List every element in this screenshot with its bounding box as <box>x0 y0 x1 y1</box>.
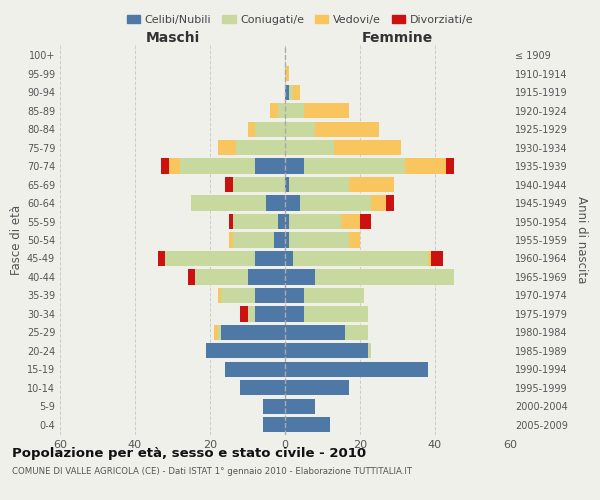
Bar <box>236 140 285 155</box>
Bar <box>214 325 218 340</box>
Bar <box>248 306 255 322</box>
Bar <box>240 306 248 322</box>
Bar <box>300 196 371 210</box>
Bar <box>367 344 371 358</box>
Text: Femmine: Femmine <box>362 31 433 45</box>
Bar <box>293 251 427 266</box>
Bar <box>285 399 315 414</box>
Bar <box>218 288 221 303</box>
Bar <box>304 288 364 303</box>
Bar <box>218 140 236 155</box>
Bar <box>341 214 360 229</box>
Bar <box>285 158 304 174</box>
Bar <box>285 84 289 100</box>
Bar <box>285 325 345 340</box>
Text: COMUNE DI VALLE AGRICOLA (CE) - Dati ISTAT 1° gennaio 2010 - Elaborazione TUTTIT: COMUNE DI VALLE AGRICOLA (CE) - Dati IST… <box>12 468 412 476</box>
Bar <box>225 362 285 377</box>
Bar <box>255 122 285 136</box>
Bar <box>255 306 285 322</box>
Y-axis label: Anni di nascita: Anni di nascita <box>575 196 587 284</box>
Bar <box>289 214 341 229</box>
Bar <box>195 270 248 284</box>
Bar <box>221 325 285 340</box>
Bar <box>289 177 349 192</box>
Bar <box>304 306 367 322</box>
Bar <box>263 418 285 432</box>
Bar <box>285 66 289 81</box>
Bar <box>255 288 285 303</box>
Bar <box>161 158 169 174</box>
Bar <box>233 232 274 248</box>
Bar <box>277 214 285 229</box>
Bar <box>349 177 394 192</box>
Bar <box>285 362 427 377</box>
Bar <box>263 399 285 414</box>
Bar <box>187 270 195 284</box>
Bar <box>285 103 304 118</box>
Bar <box>285 251 293 266</box>
Bar <box>386 196 394 210</box>
Bar <box>229 214 233 229</box>
Bar <box>285 214 289 229</box>
Bar <box>334 140 401 155</box>
Bar <box>285 232 289 248</box>
Bar <box>289 84 293 100</box>
Bar <box>218 325 221 340</box>
Bar <box>225 177 233 192</box>
Bar <box>233 177 285 192</box>
Bar <box>304 103 349 118</box>
Bar <box>285 344 367 358</box>
Bar <box>285 306 304 322</box>
Bar <box>248 122 255 136</box>
Bar <box>360 214 371 229</box>
Bar <box>315 270 454 284</box>
Bar <box>315 122 379 136</box>
Bar <box>285 122 315 136</box>
Bar <box>293 84 300 100</box>
Bar <box>229 232 233 248</box>
Text: Maschi: Maschi <box>145 31 200 45</box>
Bar <box>255 158 285 174</box>
Bar <box>285 140 334 155</box>
Bar <box>180 158 255 174</box>
Bar <box>248 270 285 284</box>
Bar <box>446 158 454 174</box>
Bar <box>255 251 285 266</box>
Bar <box>345 325 367 340</box>
Bar <box>165 251 255 266</box>
Bar <box>191 196 266 210</box>
Bar <box>206 344 285 358</box>
Bar <box>157 251 165 266</box>
Bar <box>304 158 405 174</box>
Bar <box>285 380 349 396</box>
Bar <box>431 251 443 266</box>
Bar <box>285 288 304 303</box>
Bar <box>169 158 180 174</box>
Bar <box>233 214 277 229</box>
Bar <box>371 196 386 210</box>
Bar <box>277 103 285 118</box>
Bar <box>221 288 255 303</box>
Bar <box>427 251 431 266</box>
Bar <box>270 103 277 118</box>
Bar <box>266 196 285 210</box>
Y-axis label: Fasce di età: Fasce di età <box>10 205 23 275</box>
Text: Popolazione per età, sesso e stato civile - 2010: Popolazione per età, sesso e stato civil… <box>12 448 366 460</box>
Bar <box>349 232 360 248</box>
Bar <box>285 177 289 192</box>
Bar <box>240 380 285 396</box>
Bar <box>289 232 349 248</box>
Bar <box>405 158 446 174</box>
Legend: Celibi/Nubili, Coniugati/e, Vedovi/e, Divorziati/e: Celibi/Nubili, Coniugati/e, Vedovi/e, Di… <box>122 10 478 29</box>
Bar <box>285 418 330 432</box>
Bar <box>285 196 300 210</box>
Bar <box>285 270 315 284</box>
Bar <box>274 232 285 248</box>
